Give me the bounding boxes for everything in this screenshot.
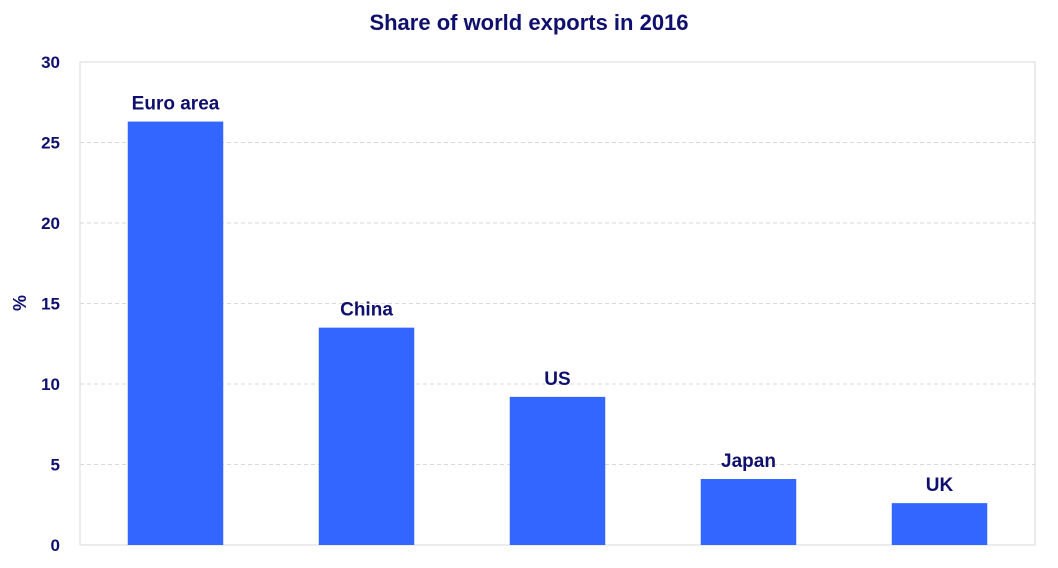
- bars: [127, 121, 988, 545]
- y-tick-label: 25: [41, 134, 60, 153]
- y-tick-label: 5: [51, 456, 60, 475]
- bar: [509, 396, 606, 545]
- bar: [318, 327, 415, 545]
- y-tick-label: 20: [41, 214, 60, 233]
- y-tick-label: 0: [51, 536, 60, 555]
- bar-category-label: UK: [926, 475, 954, 496]
- y-axis-ticks: 0 5 10 15 20 25 30: [41, 53, 60, 555]
- bar: [127, 121, 224, 545]
- bar-category-label: Japan: [721, 451, 776, 472]
- y-tick-label: 10: [41, 375, 60, 394]
- chart-title: Share of world exports in 2016: [369, 10, 689, 35]
- y-tick-label: 15: [41, 295, 60, 314]
- data-labels: Euro area China US Japan UK: [132, 94, 954, 497]
- bar-category-label: US: [544, 369, 570, 390]
- y-axis-label: %: [10, 295, 30, 311]
- bar: [891, 503, 988, 545]
- y-tick-label: 30: [41, 53, 60, 72]
- bar-category-label: Euro area: [132, 94, 220, 115]
- bar: [700, 478, 797, 545]
- bar-category-label: China: [340, 300, 393, 321]
